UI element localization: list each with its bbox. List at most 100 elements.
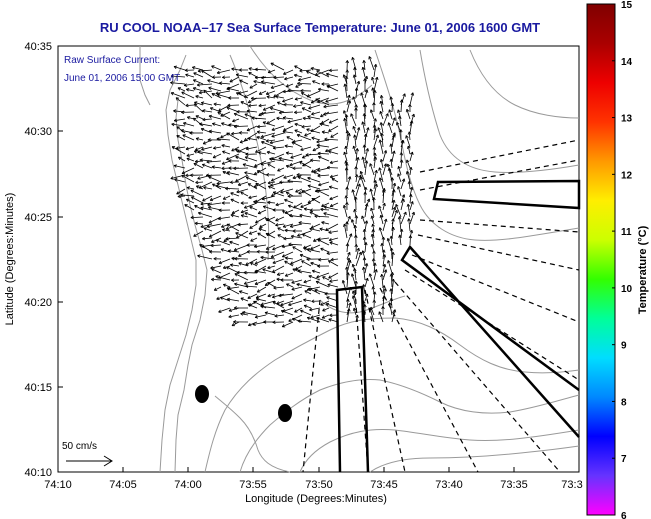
- current-vector: [364, 293, 368, 302]
- current-vector: [291, 286, 303, 290]
- current-vector-head: [256, 124, 260, 128]
- current-vector-head: [258, 152, 261, 155]
- current-vector-head: [228, 166, 232, 169]
- current-vector-head: [392, 103, 395, 107]
- current-vector-head: [194, 161, 199, 164]
- y-tick: 40:20: [24, 297, 52, 309]
- current-vector: [268, 185, 276, 190]
- current-vector-head: [319, 123, 323, 126]
- current-vector-head: [190, 215, 194, 218]
- current-vector-head: [256, 130, 261, 133]
- current-vector-head: [238, 132, 242, 135]
- current-vector: [261, 81, 276, 85]
- current-vector: [364, 133, 367, 148]
- current-vector: [244, 156, 258, 162]
- current-vector-head: [260, 113, 264, 116]
- current-vector: [369, 273, 375, 288]
- current-vector-head: [273, 77, 277, 80]
- current-vector-head: [343, 83, 346, 87]
- x-tick: 74:00: [174, 479, 202, 491]
- current-vector: [391, 189, 395, 204]
- current-vector: [388, 122, 393, 134]
- current-vector: [290, 223, 303, 228]
- current-vector-head: [207, 139, 211, 142]
- current-vector-head: [280, 304, 284, 307]
- current-vector-head: [277, 274, 281, 276]
- current-vector-head: [254, 281, 258, 285]
- current-vector-head: [325, 302, 330, 305]
- current-vector: [329, 279, 339, 282]
- current-vector-head: [206, 226, 210, 229]
- current-vector-head: [211, 75, 216, 78]
- current-vector-head: [258, 151, 262, 153]
- current-vector: [363, 310, 366, 323]
- current-vector-head: [240, 201, 244, 204]
- current-vector-head: [409, 104, 412, 108]
- current-vector-head: [303, 299, 306, 302]
- current-vector-head: [269, 157, 273, 160]
- current-vector-head: [238, 253, 241, 257]
- current-vector-head: [388, 167, 392, 171]
- current-vector-head: [258, 105, 262, 108]
- current-vector-head: [233, 124, 237, 127]
- current-vector: [235, 156, 249, 162]
- current-vector-head: [200, 206, 204, 208]
- current-vector: [379, 111, 384, 120]
- current-vector: [295, 188, 303, 193]
- current-vector-head: [407, 218, 410, 222]
- current-vector-head: [410, 201, 413, 204]
- current-vector-head: [229, 264, 233, 267]
- current-vector: [391, 134, 395, 148]
- current-vector-head: [213, 146, 216, 149]
- radial-1: [302, 299, 321, 473]
- current-vector-head: [372, 291, 376, 295]
- current-vector-head: [362, 250, 365, 254]
- current-vector-head: [300, 101, 304, 103]
- current-vector-head: [216, 137, 220, 140]
- current-vector: [307, 185, 321, 190]
- current-vector-head: [228, 310, 232, 312]
- current-vector: [355, 248, 360, 260]
- current-vector-head: [352, 145, 354, 149]
- current-vector-head: [356, 247, 360, 251]
- current-vector-head: [263, 321, 267, 324]
- current-vector: [307, 177, 321, 183]
- current-vector-head: [213, 102, 217, 105]
- current-vector: [298, 76, 312, 81]
- current-vector-head: [405, 135, 409, 138]
- contour-8: [249, 45, 373, 105]
- current-vector: [390, 235, 393, 246]
- current-vector: [360, 92, 366, 106]
- current-vector-head: [363, 266, 366, 270]
- current-vector: [269, 158, 285, 162]
- current-vector-head: [326, 72, 330, 75]
- current-vector-head: [317, 156, 321, 160]
- current-vector-head: [222, 75, 226, 78]
- current-vector-head: [278, 157, 282, 161]
- current-vector-head: [341, 280, 344, 284]
- current-vector-head: [235, 92, 239, 96]
- current-vector-head: [310, 128, 313, 132]
- current-vector-head: [325, 101, 329, 103]
- current-vector-head: [248, 67, 252, 69]
- current-vector-head: [354, 166, 357, 170]
- current-vector: [319, 228, 330, 232]
- current-vector-head: [236, 111, 240, 114]
- current-vector-head: [370, 207, 374, 211]
- current-vector: [254, 160, 267, 167]
- current-vector: [269, 139, 285, 144]
- current-vector: [300, 146, 312, 151]
- current-vector-head: [291, 287, 295, 290]
- current-vector: [294, 111, 303, 113]
- current-vector: [200, 223, 213, 228]
- current-vector-head: [353, 307, 357, 311]
- current-vector-head: [260, 164, 265, 166]
- current-vector-head: [412, 151, 414, 155]
- current-vector-head: [217, 218, 222, 221]
- current-vector-head: [260, 111, 264, 115]
- current-vector-head: [346, 272, 349, 276]
- current-vector: [373, 183, 378, 197]
- current-vector-head: [202, 141, 206, 145]
- current-vector: [364, 89, 368, 99]
- current-vector-head: [347, 308, 350, 312]
